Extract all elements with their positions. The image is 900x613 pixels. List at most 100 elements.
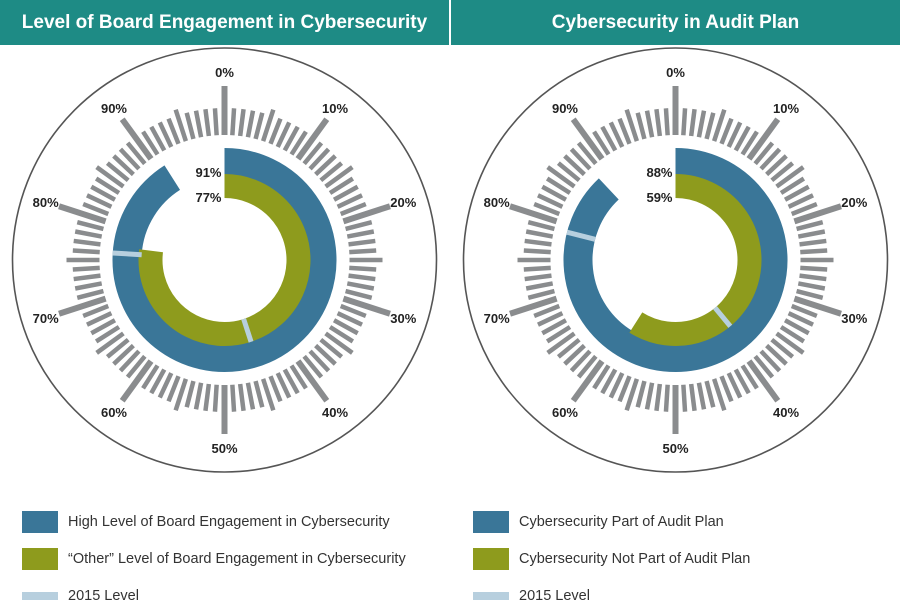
minor-tick	[545, 325, 572, 344]
major-tick	[119, 359, 154, 403]
marker-2015-high	[112, 250, 142, 258]
arc-high	[563, 148, 788, 372]
legend-label-2015: 2015 Level	[68, 588, 139, 604]
legend-swatch-2015	[22, 592, 58, 600]
minor-tick	[600, 125, 618, 152]
minor-tick	[711, 109, 727, 142]
minor-tick	[230, 384, 237, 412]
minor-tick	[600, 368, 618, 395]
minor-tick	[112, 154, 135, 177]
minor-tick	[775, 165, 805, 189]
minor-tick	[336, 193, 363, 209]
minor-tick	[545, 176, 572, 195]
minor-tick	[783, 184, 810, 202]
minor-tick	[797, 281, 826, 291]
minor-tick	[302, 354, 324, 379]
minor-tick	[308, 349, 331, 373]
minor-tick	[149, 368, 167, 395]
minor-tick	[635, 380, 647, 408]
arc-high	[112, 148, 337, 372]
legend-item-2015: 2015 Level	[22, 585, 139, 607]
minor-tick	[624, 378, 640, 411]
minor-tick	[800, 248, 828, 255]
minor-tick	[719, 375, 734, 403]
minor-tick	[308, 147, 331, 171]
value-label-high: 91%	[195, 165, 221, 180]
minor-tick	[783, 318, 810, 336]
chart-title: Level of Board Engagement in Cybersecuri…	[0, 0, 449, 45]
minor-tick	[779, 325, 806, 344]
tick-labels: 0% 10% 20% 30% 40% 50% 60% 70% 80% 90%	[33, 65, 417, 456]
minor-tick	[245, 110, 256, 138]
minor-tick	[86, 311, 113, 327]
minor-tick	[617, 375, 632, 403]
minor-tick	[563, 154, 586, 177]
major-tick	[746, 117, 781, 161]
arc-other	[629, 174, 762, 346]
minor-tick	[696, 110, 707, 138]
tick-label: 30%	[390, 311, 416, 326]
tick-label: 80%	[484, 195, 510, 210]
minor-tick	[345, 288, 373, 300]
minor-tick	[524, 273, 552, 282]
radial-chart-board-engagement: 0% 10% 20% 30% 40% 50% 60% 70% 80% 90% 91% 77%	[11, 47, 438, 473]
minor-tick	[302, 141, 324, 166]
minor-tick	[76, 288, 104, 300]
minor-tick	[726, 372, 743, 399]
minor-tick	[770, 161, 795, 183]
minor-tick	[765, 154, 788, 177]
minor-tick	[719, 117, 734, 145]
legend-label-high: Cybersecurity Part of Audit Plan	[519, 514, 724, 530]
minor-tick	[775, 331, 805, 355]
minor-tick	[73, 238, 101, 247]
chart-title: Cybersecurity in Audit Plan	[451, 0, 900, 45]
legend-swatch-high	[473, 511, 509, 533]
minor-tick	[759, 349, 782, 373]
minor-tick	[212, 108, 219, 136]
tick-label: 80%	[33, 195, 59, 210]
minor-tick	[348, 238, 376, 247]
header-divider	[449, 0, 451, 45]
tick-label: 70%	[484, 311, 510, 326]
minor-tick	[328, 176, 355, 195]
minor-tick	[230, 108, 237, 136]
minor-tick	[253, 112, 265, 140]
major-tick	[509, 295, 558, 317]
minor-tick	[118, 147, 141, 171]
minor-tick	[173, 109, 189, 142]
minor-tick	[90, 318, 117, 336]
tick-label: 60%	[552, 405, 578, 420]
legend-swatch-2015	[473, 592, 509, 600]
minor-tick	[319, 161, 344, 183]
minor-tick	[537, 311, 564, 327]
minor-tick	[346, 281, 375, 291]
legend-item-high: High Level of Board Engagement in Cybers…	[22, 511, 390, 533]
marker-2015-other	[241, 318, 254, 343]
minor-tick	[576, 354, 598, 379]
minor-tick	[82, 201, 110, 217]
minor-tick	[797, 229, 826, 239]
arc-other	[138, 174, 311, 346]
minor-tick	[770, 337, 795, 359]
minor-tick	[203, 108, 212, 137]
minor-tick	[644, 382, 655, 410]
minor-tick	[275, 372, 292, 399]
minor-tick	[314, 154, 337, 177]
minor-tick	[740, 130, 759, 156]
minor-tick	[796, 288, 824, 300]
minor-tick	[72, 265, 100, 272]
minor-tick	[245, 382, 256, 410]
legend-item-high: Cybersecurity Part of Audit Plan	[473, 511, 724, 533]
minor-tick	[346, 229, 375, 239]
minor-tick	[663, 108, 670, 136]
major-tick	[570, 359, 605, 403]
tick-labels: 0% 10% 20% 30% 40% 50% 60% 70% 80% 90%	[484, 65, 868, 456]
minor-tick	[527, 220, 555, 232]
value-label-high: 88%	[646, 165, 672, 180]
minor-tick	[332, 184, 359, 202]
legend-label-other: “Other” Level of Board Engagement in Cyb…	[68, 551, 406, 567]
minor-tick	[533, 201, 561, 217]
minor-tick	[141, 130, 160, 156]
minor-tick	[166, 117, 181, 145]
minor-tick	[314, 343, 337, 366]
